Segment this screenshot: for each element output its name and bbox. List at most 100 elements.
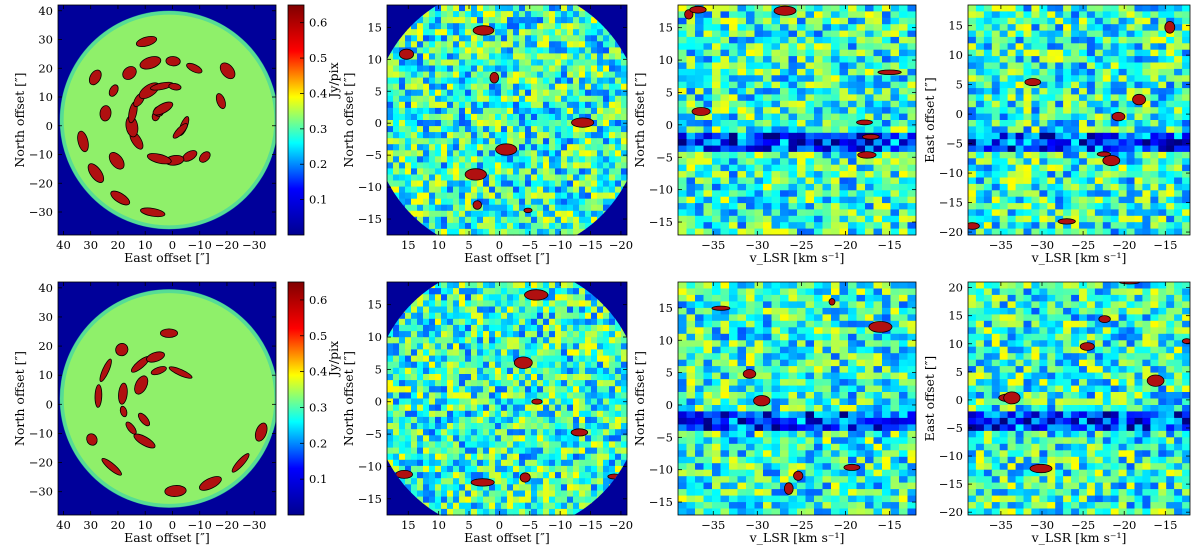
contour-clump — [877, 69, 902, 75]
contour-clump — [464, 168, 487, 181]
axes-top-1: 40 30 20 10 0 −10 −20 −30−30−20−10010203040East… — [12, 4, 276, 265]
y-tick-label: 40 — [38, 281, 53, 295]
colorbar-tick-label: 0.4 — [309, 365, 327, 379]
contour-clump — [868, 321, 893, 333]
contour-clump — [968, 222, 980, 230]
contour-clump — [689, 5, 707, 14]
plot-frame — [57, 281, 277, 516]
y-tick-label: 10 — [948, 48, 963, 62]
y-tick-label: −10 — [939, 449, 963, 463]
y-tick-label: 5 — [375, 84, 382, 98]
contour-clump — [140, 207, 166, 218]
y-tick-label: 0 — [666, 118, 673, 132]
y-tick-label: 15 — [367, 298, 382, 312]
contour-clump — [110, 190, 131, 206]
contour-clump — [199, 151, 211, 163]
y-tick-label: −5 — [656, 150, 673, 164]
x-axis-label: East offset [″] — [464, 250, 550, 265]
contour-clump — [711, 305, 731, 311]
contour-clump — [773, 5, 797, 16]
contour-clump — [215, 93, 226, 110]
contour-clump — [186, 62, 203, 74]
contour-clump — [152, 101, 174, 116]
y-tick-label: 20 — [38, 339, 53, 353]
x-tick-label: −15 — [877, 238, 901, 252]
y-tick-label: 15 — [948, 309, 963, 323]
panel-top-1 — [57, 4, 277, 236]
y-tick-label: −10 — [358, 180, 382, 194]
panel-bottom-3 — [677, 281, 917, 516]
contour-clump — [231, 453, 250, 473]
y-axis-label: East offset [″] — [922, 356, 937, 442]
colorbar-tick-label: 0.3 — [309, 122, 327, 136]
x-tick-label: 40 — [56, 518, 71, 532]
y-tick-label: −20 — [29, 456, 53, 470]
y-tick-label: 0 — [46, 397, 53, 411]
x-tick-label: 30 — [83, 238, 98, 252]
x-tick-label: 5 — [465, 238, 472, 252]
axes-top-2: 15 10 5 0 −5 −10 −15 −20 −15 −10 −5 0 5 10 15 East offs… — [341, 5, 633, 265]
colorbar-label: Jy/pix — [326, 62, 341, 99]
contour-clump — [99, 358, 112, 383]
contour-clump — [691, 107, 711, 116]
x-axis-label: v_LSR [km s⁻¹] — [749, 250, 845, 265]
contour-clump — [513, 356, 533, 369]
y-tick-label: 0 — [375, 116, 382, 130]
colorbar-tick-label: 0.1 — [309, 472, 327, 486]
x-tick-label: 10 — [138, 238, 153, 252]
x-tick-label: −30 — [1030, 238, 1054, 252]
y-tick-label: 10 — [367, 52, 382, 66]
y-tick-label: 0 — [956, 393, 963, 407]
y-tick-label: −20 — [939, 505, 963, 519]
contour-clump — [108, 152, 125, 170]
y-tick-label: −10 — [649, 183, 673, 197]
y-axis-label: North offset [″] — [341, 72, 356, 167]
y-tick-label: 5 — [956, 365, 963, 379]
contour-clump — [1057, 218, 1076, 225]
plot-frame — [386, 4, 628, 236]
contour-clump — [1029, 463, 1053, 474]
panel-top-2 — [386, 4, 628, 236]
x-tick-label: −25 — [1071, 238, 1095, 252]
contour-clump — [134, 375, 149, 395]
colorbar-tick-label: 0.1 — [309, 193, 327, 207]
x-tick-label: 0 — [496, 238, 503, 252]
y-tick-label: 0 — [666, 398, 673, 412]
contour-clump — [519, 472, 531, 483]
colorbar-tick-label: 0.3 — [309, 400, 327, 414]
x-axis-label: v_LSR [km s⁻¹] — [1031, 250, 1127, 265]
contour-clump — [524, 289, 549, 301]
contour-clump — [489, 71, 500, 84]
contour-clump — [108, 84, 119, 97]
contour-clump — [146, 153, 172, 165]
x-tick-label: 20 — [111, 518, 126, 532]
x-axis-label: East offset [″] — [124, 530, 210, 545]
contour-clump — [122, 66, 137, 80]
contour-clump — [523, 207, 533, 214]
x-tick-label: 15 — [401, 238, 416, 252]
x-tick-label: −20 — [609, 238, 633, 252]
contour-clump — [159, 328, 178, 338]
contour-clump — [137, 412, 151, 427]
emission-disk — [60, 289, 276, 508]
contour-clump — [115, 343, 129, 357]
x-tick-label: 5 — [465, 518, 472, 532]
plot-frame — [57, 4, 277, 236]
y-tick-label: −30 — [29, 485, 53, 499]
x-tick-label: −25 — [789, 518, 813, 532]
y-tick-label: 30 — [38, 310, 53, 324]
x-tick-label: −30 — [242, 238, 266, 252]
contour-clump — [135, 35, 158, 48]
y-tick-label: 10 — [38, 368, 53, 382]
x-tick-label: −10 — [188, 238, 212, 252]
plot-frame — [967, 281, 1191, 516]
colorbar: 0.1 0.2 0.3 0.4 0.5 0.6 Jy/pix — [287, 4, 341, 236]
y-tick-label: −20 — [939, 225, 963, 239]
y-axis-label: North offset [″] — [632, 72, 647, 167]
y-tick-label: 10 — [948, 337, 963, 351]
contour-clump — [684, 9, 694, 20]
y-tick-label: 5 — [375, 362, 382, 376]
colorbar-gradient — [287, 4, 305, 236]
y-tick-label: 0 — [375, 395, 382, 409]
contour-clump — [88, 69, 102, 86]
